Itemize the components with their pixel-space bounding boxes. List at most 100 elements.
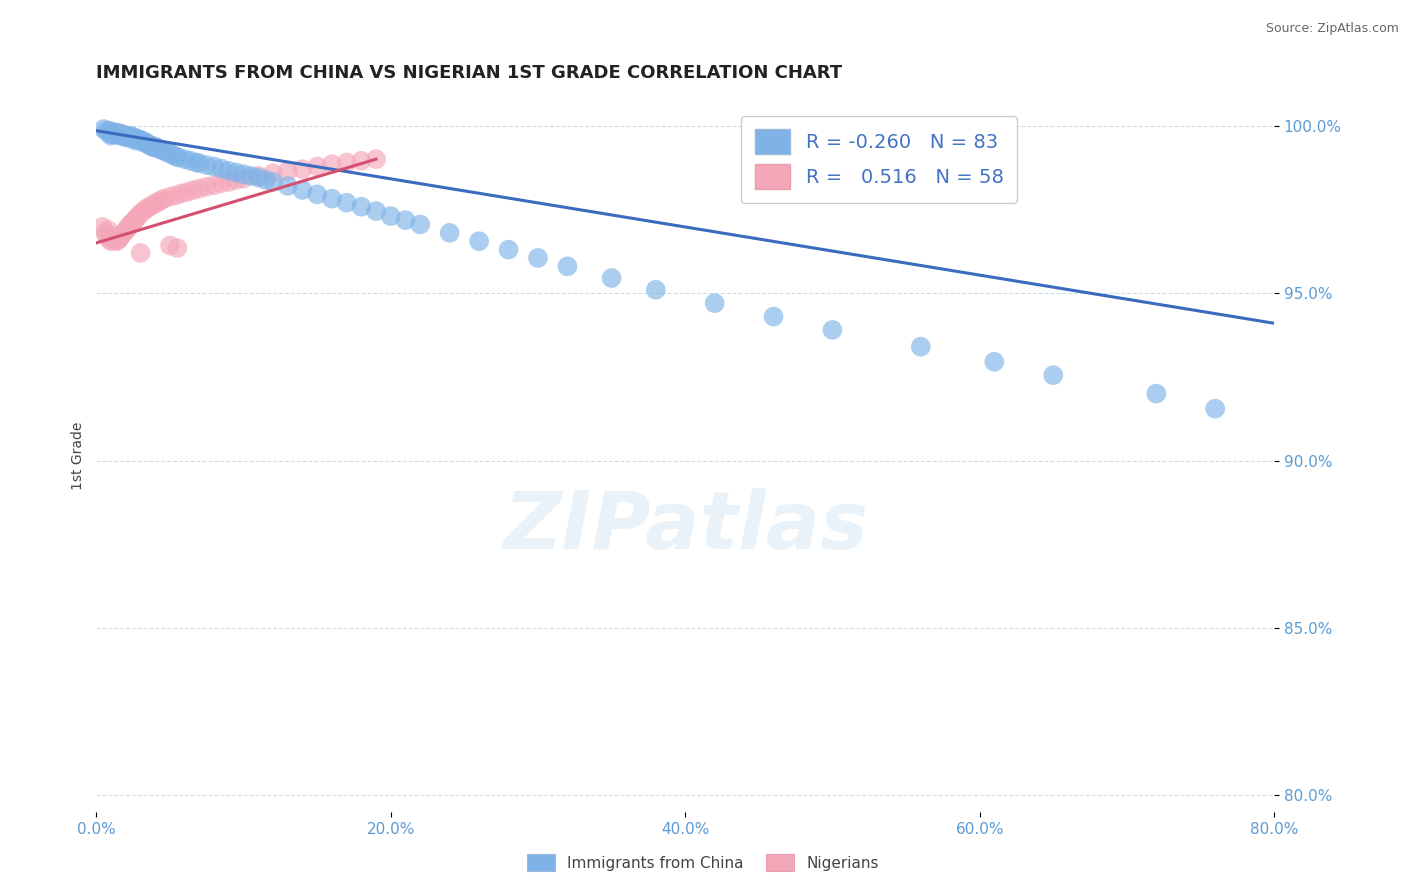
Point xyxy=(97,223,120,237)
Point xyxy=(162,148,184,162)
Point xyxy=(159,238,181,252)
Point xyxy=(104,233,127,247)
Point xyxy=(108,128,131,142)
Point xyxy=(114,223,136,237)
Point xyxy=(107,126,129,140)
Text: Source: ZipAtlas.com: Source: ZipAtlas.com xyxy=(1265,22,1399,36)
Point xyxy=(218,175,240,189)
Point xyxy=(103,232,125,246)
Point xyxy=(132,204,155,219)
Point xyxy=(100,234,122,248)
Point xyxy=(100,229,122,244)
Text: ZIPatlas: ZIPatlas xyxy=(503,488,868,566)
Point xyxy=(121,217,143,231)
Point xyxy=(202,178,225,193)
Point xyxy=(498,243,520,257)
Point xyxy=(101,125,124,139)
Point xyxy=(112,225,135,239)
Point xyxy=(262,166,284,180)
Point xyxy=(96,124,118,138)
Point xyxy=(336,155,359,169)
Point xyxy=(91,219,114,234)
Point xyxy=(218,164,240,178)
Point xyxy=(117,222,139,236)
Point xyxy=(188,181,211,195)
Point xyxy=(134,135,156,149)
Point xyxy=(127,210,149,224)
Point xyxy=(232,171,254,186)
Point xyxy=(527,251,550,265)
Point xyxy=(394,213,416,227)
Point xyxy=(600,271,623,285)
Point xyxy=(225,173,247,187)
Point xyxy=(247,169,270,183)
Point xyxy=(105,234,128,248)
Point xyxy=(195,179,218,194)
Point xyxy=(128,133,150,147)
Point xyxy=(135,202,157,216)
Point xyxy=(118,128,141,143)
Point xyxy=(118,219,141,234)
Point xyxy=(143,139,166,153)
Point xyxy=(127,132,149,146)
Point xyxy=(117,130,139,145)
Point xyxy=(122,215,145,229)
Point xyxy=(176,185,198,199)
Point xyxy=(111,129,134,144)
Point xyxy=(107,233,129,247)
Point xyxy=(129,206,152,220)
Point xyxy=(141,198,163,212)
Point xyxy=(409,218,432,232)
Point xyxy=(156,145,179,160)
Point xyxy=(110,228,132,243)
Point xyxy=(124,130,146,145)
Point xyxy=(148,194,170,209)
Point xyxy=(211,161,233,176)
Point xyxy=(277,164,299,178)
Point xyxy=(1204,401,1226,416)
Point xyxy=(132,136,155,150)
Point xyxy=(136,137,159,152)
Point xyxy=(111,227,134,241)
Point xyxy=(211,176,233,190)
Point xyxy=(141,139,163,153)
Point xyxy=(98,124,121,138)
Point xyxy=(167,151,190,165)
Point xyxy=(124,213,146,227)
Point xyxy=(125,211,148,226)
Point xyxy=(173,152,195,166)
Point xyxy=(150,193,173,207)
Point xyxy=(364,204,387,219)
Point xyxy=(114,129,136,144)
Point xyxy=(821,323,844,337)
Point xyxy=(557,260,579,274)
Point xyxy=(108,231,131,245)
Point xyxy=(202,160,225,174)
Point xyxy=(101,231,124,245)
Point xyxy=(103,127,125,141)
Point xyxy=(321,192,343,206)
Point xyxy=(121,129,143,144)
Point xyxy=(321,157,343,171)
Point xyxy=(166,241,188,255)
Point xyxy=(350,200,373,214)
Point xyxy=(122,132,145,146)
Point xyxy=(291,183,314,197)
Point xyxy=(336,195,359,210)
Point xyxy=(910,340,932,354)
Point xyxy=(703,296,725,310)
Point xyxy=(188,156,211,170)
Point xyxy=(232,167,254,181)
Point xyxy=(983,355,1005,369)
Point xyxy=(100,127,122,141)
Point xyxy=(148,141,170,155)
Point xyxy=(98,233,121,247)
Y-axis label: 1st Grade: 1st Grade xyxy=(72,421,86,490)
Point xyxy=(153,192,176,206)
Point xyxy=(644,283,666,297)
Point xyxy=(254,173,277,187)
Point xyxy=(129,246,152,260)
Point xyxy=(139,138,162,153)
Text: IMMIGRANTS FROM CHINA VS NIGERIAN 1ST GRADE CORRELATION CHART: IMMIGRANTS FROM CHINA VS NIGERIAN 1ST GR… xyxy=(97,64,842,82)
Point xyxy=(380,209,402,223)
